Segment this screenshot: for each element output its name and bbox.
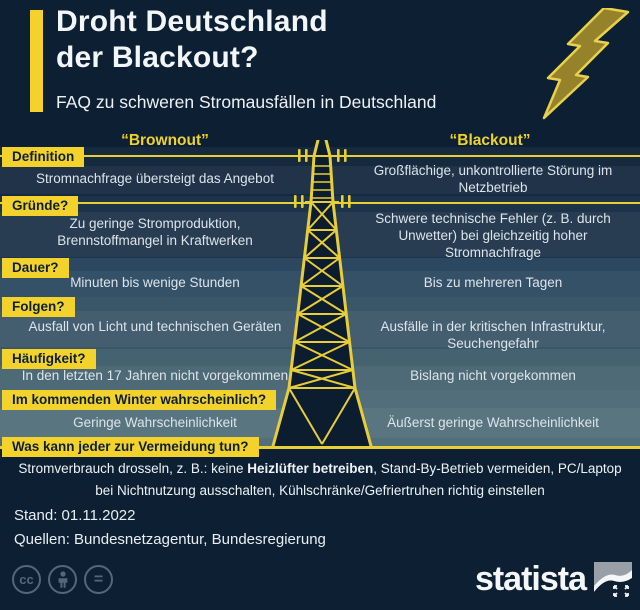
badge-winter: Im kommenden Winter wahrscheinlich? [2, 390, 277, 410]
title-line-1: Droht Deutschland [56, 5, 328, 38]
tips-text-pre: Stromverbrauch drosseln, z. B.: keine [18, 461, 248, 476]
badge-haeufigkeit: Häufigkeit? [2, 349, 96, 369]
sources: Quellen: Bundesnetzagentur, Bundesregier… [14, 531, 326, 548]
badge-definition: Definition [2, 147, 85, 167]
tips-text-bold: Heizlüfter betreiben [247, 461, 374, 476]
cell-gruende-brownout: Zu geringe Stromproduktion, Brennstoffma… [57, 216, 253, 248]
lightning-bolt-icon [538, 8, 630, 120]
cell-winter-blackout: Äußerst geringe Wahrscheinlichkeit [387, 415, 599, 430]
column-header-brownout: “Brownout” [121, 132, 209, 149]
cell-definition-brownout: Stromnachfrage übersteigt das Angebot [36, 171, 274, 186]
no-derivatives-icon: = [84, 565, 113, 594]
nd-label: = [93, 570, 104, 588]
column-header-blackout: “Blackout” [449, 132, 531, 149]
creative-commons-icon: cc [12, 565, 41, 594]
transmission-tower-icon [263, 140, 381, 448]
cell-folgen-blackout: Ausfälle in der kritischen Infrastruktur… [380, 319, 606, 351]
ground-line [0, 446, 640, 449]
cell-haeufigkeit-brownout: In den letzten 17 Jahren nicht vorgekomm… [21, 368, 289, 383]
prevention-tips: Stromverbrauch drosseln, z. B.: keine He… [15, 458, 625, 501]
cell-dauer-brownout: Minuten bis wenige Stunden [70, 275, 240, 290]
tips-text-post: , Stand-By-Betrieb vermeiden, PC/Laptop … [95, 461, 622, 498]
statista-logo-mark [594, 562, 632, 600]
title-accent-bar [30, 10, 43, 112]
license-icons: cc = [12, 565, 113, 594]
statista-wordmark: statista [474, 560, 587, 598]
stand-date: Stand: 01.11.2022 [14, 507, 136, 524]
cell-haeufigkeit-blackout: Bislang nicht vorgekommen [410, 368, 576, 383]
badge-gruende: Gründe? [2, 196, 79, 216]
page-title: Droht Deutschland der Blackout? [56, 4, 328, 76]
badge-folgen: Folgen? [2, 297, 75, 317]
badge-dauer: Dauer? [2, 258, 69, 278]
page-subtitle: FAQ zu schweren Stromausfällen in Deutsc… [56, 92, 437, 112]
cell-definition-blackout: Großflächige, unkontrollierte Störung im… [373, 163, 613, 195]
cc-label: cc [19, 572, 34, 587]
badge-vermeidung: Was kann jeder zur Vermeidung tun? [2, 437, 259, 457]
attribution-person-icon [48, 565, 77, 594]
cell-dauer-blackout: Bis zu mehreren Tagen [423, 275, 563, 290]
cell-gruende-blackout: Schwere technische Fehler (z. B. durch U… [375, 211, 611, 260]
cell-winter-brownout: Geringe Wahrscheinlichkeit [73, 415, 237, 430]
title-line-2: der Blackout? [56, 41, 259, 74]
cell-folgen-brownout: Ausfall von Licht und technischen Geräte… [28, 319, 282, 334]
